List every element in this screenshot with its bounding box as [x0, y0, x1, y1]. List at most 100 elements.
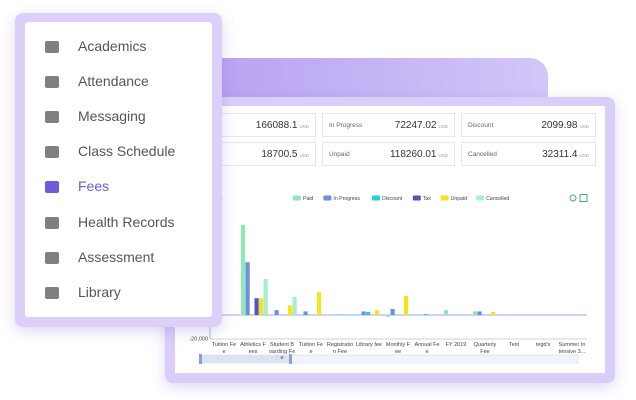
card-value: 2099.98 — [541, 119, 578, 131]
legend-label: Discount — [382, 196, 403, 202]
bar — [274, 310, 279, 315]
x-tick-label: Library fee — [356, 342, 382, 348]
icon-shape — [45, 181, 59, 194]
legend-label: Cancelled — [486, 196, 509, 202]
bar — [245, 262, 250, 315]
card-unit: USD — [438, 153, 448, 158]
menu-icon — [45, 41, 59, 53]
bar — [350, 313, 355, 315]
menu-icon — [45, 216, 59, 229]
y-tick-label: -20,000 — [189, 336, 208, 342]
x-tick-label: Registration Fee — [326, 342, 354, 355]
bar — [241, 225, 246, 315]
menu-icon — [45, 76, 59, 89]
legend-swatch — [440, 195, 449, 201]
legend-swatch — [372, 195, 380, 201]
chart-tools[interactable] — [569, 194, 588, 202]
bar — [303, 311, 308, 315]
card-unit: USD — [438, 124, 448, 129]
bar — [361, 311, 366, 315]
card-label: Cancelled — [468, 150, 497, 158]
card-value: 18700.5 — [261, 148, 298, 160]
bar — [366, 312, 371, 315]
legend-swatch — [293, 195, 301, 201]
bar — [444, 310, 449, 315]
card-value: 118260.01 — [389, 148, 437, 160]
summary-card: Discount 2099.98 USD — [461, 113, 596, 137]
summary-card: Cancelled 32311.4 USD — [461, 142, 596, 166]
bar — [404, 295, 409, 315]
menu-item[interactable] — [25, 171, 212, 203]
bar — [390, 309, 395, 315]
card-value: 32311.4 — [542, 148, 578, 160]
icon-shape — [45, 286, 59, 299]
legend-label: Paid — [303, 196, 313, 202]
bar — [254, 298, 259, 315]
slider-handle[interactable] — [199, 354, 202, 364]
bar — [337, 314, 342, 315]
card-label: Unpaid — [329, 150, 350, 158]
bar — [386, 315, 391, 317]
slider-range[interactable] — [200, 355, 291, 363]
legend-label: Tax — [423, 196, 431, 202]
menu-item[interactable] — [25, 101, 212, 133]
menu-item[interactable] — [25, 136, 212, 168]
icon-shape — [45, 41, 59, 53]
x-tick-label: FY 2019 — [445, 342, 467, 348]
bar — [473, 311, 478, 315]
menu-label[interactable]: Fees — [78, 178, 110, 195]
icon-shape — [45, 146, 59, 159]
save-icon[interactable] — [579, 194, 588, 202]
bar — [288, 305, 293, 315]
zoom-slider[interactable] — [199, 354, 579, 364]
x-tick-label: Tuition Fee — [298, 342, 324, 355]
x-tick-label: Quarterly Fee — [473, 342, 497, 355]
card-unit: USD — [299, 124, 309, 129]
x-tick-label: Test — [508, 342, 520, 348]
bar — [317, 292, 322, 315]
slider-handle[interactable] — [289, 354, 292, 364]
card-unit: USD — [299, 153, 309, 158]
menu-item[interactable] — [25, 31, 212, 63]
card-unit: USD — [579, 153, 589, 158]
menu-label[interactable]: Health Records — [78, 213, 175, 230]
menu-label[interactable]: Library — [78, 283, 121, 300]
card-value: 72247.02 — [394, 119, 437, 131]
menu-panel — [25, 22, 212, 317]
menu-label[interactable]: Messaging — [78, 108, 146, 125]
summary-card: Unpaid 118260.01 USD — [322, 142, 455, 166]
bar — [375, 310, 380, 315]
bar — [477, 311, 482, 315]
legend-swatch — [412, 195, 421, 201]
icon-shape — [45, 216, 59, 229]
menu-icon — [45, 111, 59, 124]
menu-icon — [45, 181, 59, 194]
menu-icon — [45, 286, 59, 299]
x-tick-label: Annual Fee — [414, 342, 440, 355]
menu-item[interactable] — [25, 66, 212, 98]
x-tick-label: Monthly Fee — [385, 342, 411, 355]
menu-item[interactable] — [25, 207, 212, 239]
menu-label[interactable]: Attendance — [78, 73, 149, 90]
card-label: Discount — [468, 121, 494, 129]
bar — [424, 314, 429, 315]
legend-label: In Progress — [333, 196, 360, 202]
x-tick-label: Summer Intensive 3... — [558, 342, 586, 355]
icon-shape — [45, 76, 59, 89]
refresh-icon[interactable] — [569, 194, 577, 202]
menu-label[interactable]: Assessment — [78, 248, 155, 265]
menu-label[interactable]: Class Schedule — [78, 143, 176, 160]
menu-icon — [45, 251, 59, 264]
x-tick-label: regd's — [535, 342, 551, 348]
card-label: In Progress — [329, 121, 363, 129]
menu-item[interactable] — [25, 242, 212, 274]
bar — [292, 297, 297, 315]
legend-swatch — [476, 195, 485, 201]
icon-shape — [45, 251, 59, 264]
summary-card: In Progress 72247.02 USD — [322, 113, 455, 137]
menu-label[interactable]: Academics — [78, 38, 147, 54]
menu-item[interactable] — [25, 277, 212, 309]
legend-swatch — [323, 195, 332, 201]
